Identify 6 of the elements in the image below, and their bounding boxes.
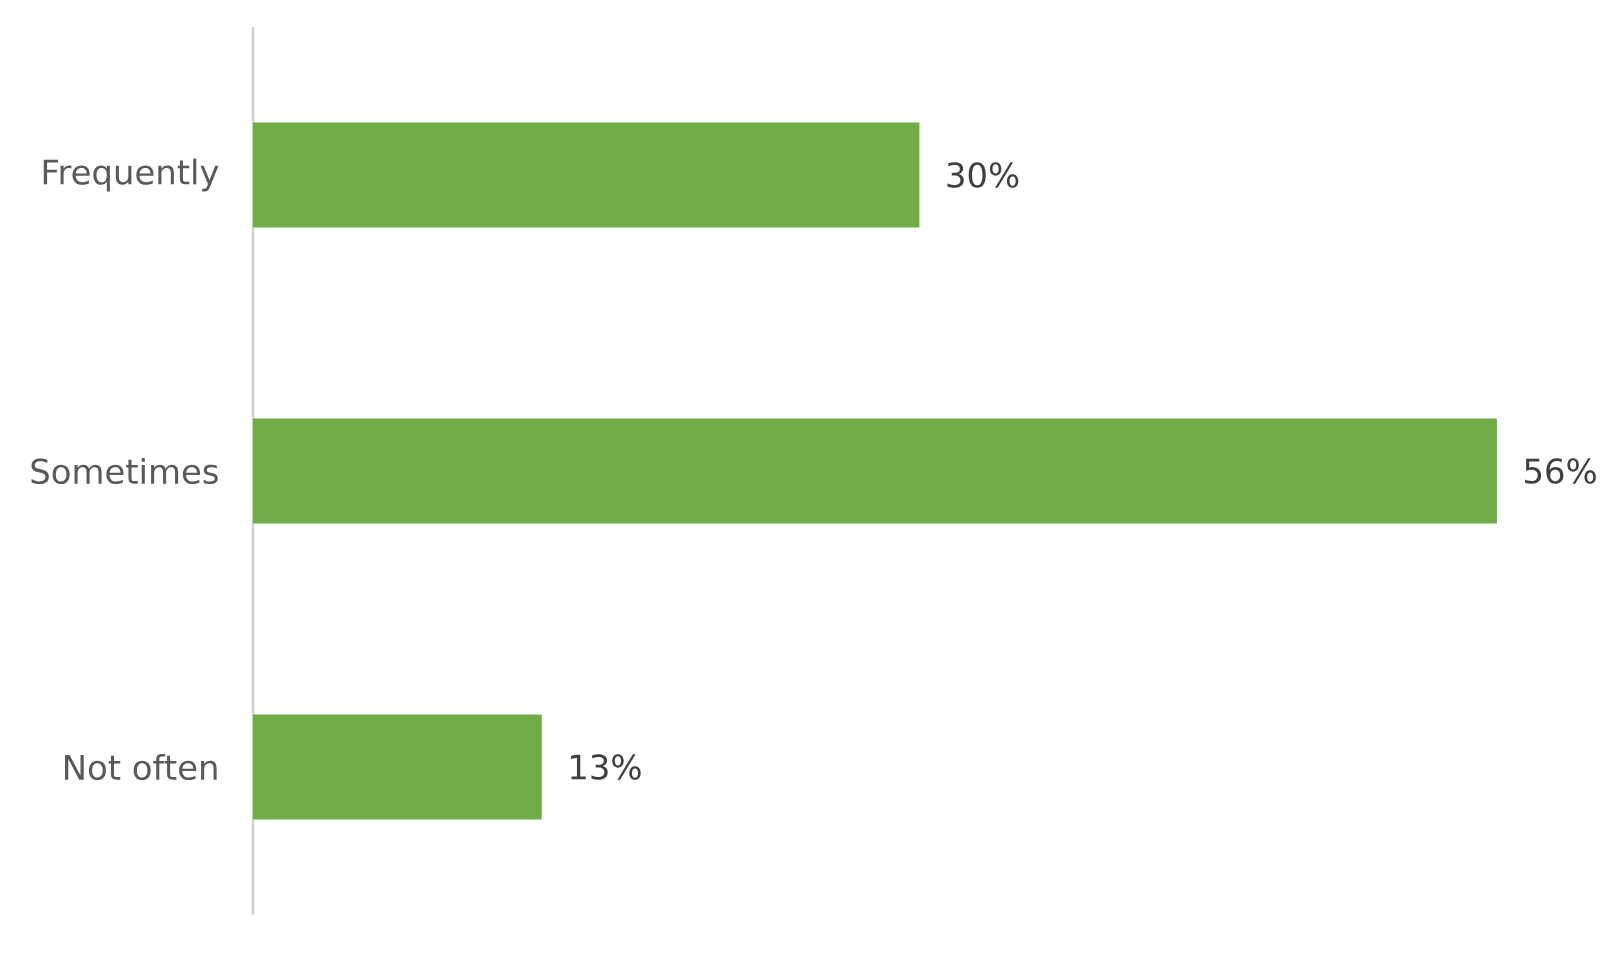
data-label: 56%: [1525, 458, 1596, 484]
data-label: 13%: [571, 754, 641, 780]
data-label: 30%: [947, 162, 1019, 188]
y-tick-label: Frequently: [43, 158, 219, 192]
y-tick-label: Sometimes: [31, 457, 218, 485]
y-tick-label: Not often: [65, 753, 217, 781]
